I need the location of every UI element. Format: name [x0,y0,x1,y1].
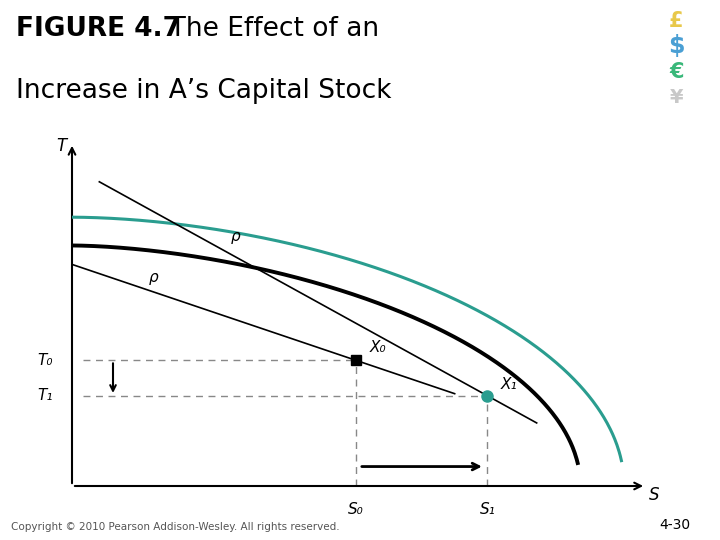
Text: S₀: S₀ [348,502,364,517]
Text: T: T [56,138,66,156]
Text: €: € [669,62,683,82]
Text: The Effect of an: The Effect of an [153,16,379,42]
Text: 4-30: 4-30 [660,518,690,532]
Text: X₁: X₁ [501,377,518,392]
Text: T₁: T₁ [37,388,53,403]
Text: Increase in A’s Capital Stock: Increase in A’s Capital Stock [16,78,391,104]
Text: ¥: ¥ [670,88,683,107]
Text: S: S [649,486,660,504]
Text: ρ: ρ [230,229,240,244]
Text: X₀: X₀ [370,340,387,355]
Text: S₁: S₁ [480,502,495,517]
Text: FIGURE 4.7: FIGURE 4.7 [16,16,181,42]
Text: £: £ [669,11,683,31]
Text: $: $ [668,35,685,58]
Text: T₀: T₀ [37,353,53,368]
Text: Copyright © 2010 Pearson Addison-Wesley. All rights reserved.: Copyright © 2010 Pearson Addison-Wesley.… [11,522,339,532]
Text: ρ: ρ [148,270,158,285]
